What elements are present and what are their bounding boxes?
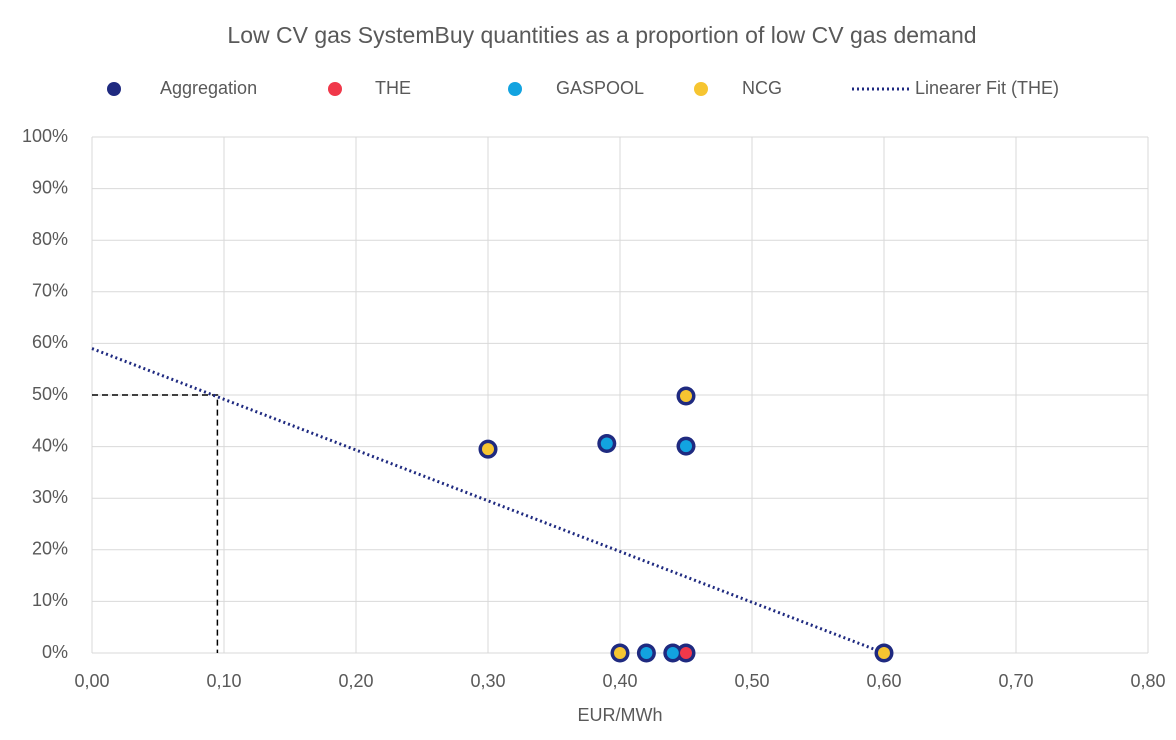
x-tick-label: 0,50 [734,671,769,691]
point [600,437,613,450]
y-tick-label: 80% [32,229,68,249]
x-tick-label: 0,10 [206,671,241,691]
y-tick-label: 40% [32,435,68,455]
legend-label: THE [375,78,411,98]
point [878,647,890,659]
x-axis-title: EUR/MWh [578,705,663,725]
point [666,647,679,659]
x-tick-label: 0,40 [602,671,637,691]
y-tick-label: 20% [32,539,68,559]
reference-line [92,394,219,653]
x-tick-label: 0,00 [74,671,109,691]
legend-marker [107,82,121,96]
chart-title: Low CV gas SystemBuy quantities as a pro… [227,22,976,48]
x-tick-label: 0,70 [998,671,1033,691]
y-tick-label: 50% [32,384,68,404]
x-tick-label: 0,20 [338,671,373,691]
legend-label: Linearer Fit (THE) [915,78,1059,98]
y-tick-label: 10% [32,590,68,610]
legend-marker [508,82,522,96]
point [680,647,692,659]
y-tick-label: 0% [42,642,68,662]
legend-label: Aggregation [160,78,257,98]
point [640,647,653,659]
point [680,440,692,453]
x-tick-label: 0,60 [866,671,901,691]
fit-line [91,347,885,655]
point [614,647,626,659]
legend-marker [694,82,708,96]
point [680,390,692,403]
y-tick-label: 100% [22,126,68,146]
legend-label: GASPOOL [556,78,644,98]
x-tick-label: 0,30 [470,671,505,691]
x-tick-label: 0,80 [1130,671,1165,691]
y-tick-label: 70% [32,281,68,301]
y-tick-label: 90% [32,177,68,197]
y-tick-label: 30% [32,487,68,507]
point [482,443,494,456]
legend-label: NCG [742,78,782,98]
y-tick-label: 60% [32,332,68,352]
legend-marker [328,82,342,96]
